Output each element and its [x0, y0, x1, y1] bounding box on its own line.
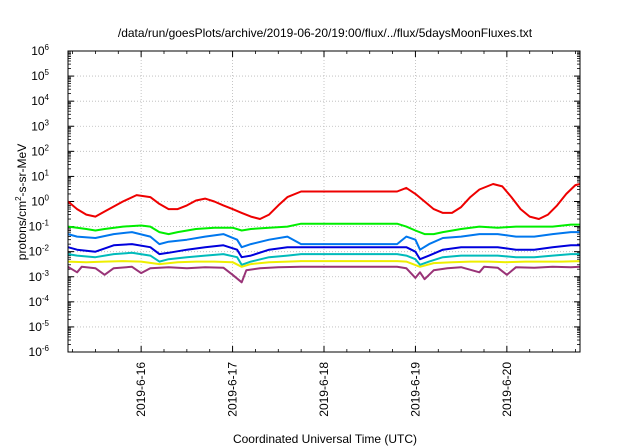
y-axis-ticks: 10-6 10-5 10-4 10-3 10-2 10-1 100 101 102 103 104 1…: [29, 43, 580, 359]
series-line-1: [67, 183, 581, 220]
y-tick-label: 103: [31, 118, 49, 133]
y-tick-label: 10-3: [29, 269, 50, 284]
x-axis-ticks: 2019-6-16 2019-6-17 2019-6-18 2019-6-19 2019…: [72, 51, 576, 417]
y-tick-label: 10-2: [29, 244, 50, 259]
y-axis-label-rest: -s-sr-MeV: [15, 144, 29, 197]
series-line-5: [67, 251, 580, 266]
x-tick-label: 2019-6-17: [226, 362, 240, 417]
data-series: [67, 183, 581, 284]
y-tick-label: 102: [31, 143, 49, 158]
y-tick-label: 105: [31, 68, 49, 83]
y-tick-label: 106: [31, 43, 49, 58]
series-line-3: [67, 231, 580, 251]
x-axis-label: Coordinated Universal Time (UTC): [233, 432, 417, 446]
y-axis-label-base: protons/cm: [15, 201, 29, 260]
x-tick-label: 2019-6-18: [317, 362, 331, 417]
chart-title: /data/run/goesPlots/archive/2019-06-20/1…: [118, 26, 533, 40]
series-line-6: [67, 260, 581, 268]
plot-frame: [67, 50, 581, 353]
y-tick-label: 101: [31, 168, 49, 183]
series-line-4: [67, 243, 580, 261]
y-tick-label: 10-4: [29, 294, 50, 309]
y-axis-label-sup: 2: [14, 196, 23, 201]
y-tick-label: 100: [31, 194, 49, 209]
grid: [68, 51, 580, 352]
x-tick-label: 2019-6-19: [408, 362, 422, 417]
series-line-2: [67, 222, 580, 236]
y-tick-label: 10-6: [29, 344, 50, 359]
x-tick-label: 2019-6-20: [500, 362, 514, 417]
y-tick-label: 10-1: [29, 219, 50, 234]
x-tick-label: 2019-6-16: [134, 362, 148, 417]
y-tick-label: 104: [31, 93, 49, 108]
series-line-7: [67, 265, 581, 284]
y-axis-label: protons/cm2-s-sr-MeV: [14, 144, 29, 260]
y-tick-label: 10-5: [29, 319, 50, 334]
